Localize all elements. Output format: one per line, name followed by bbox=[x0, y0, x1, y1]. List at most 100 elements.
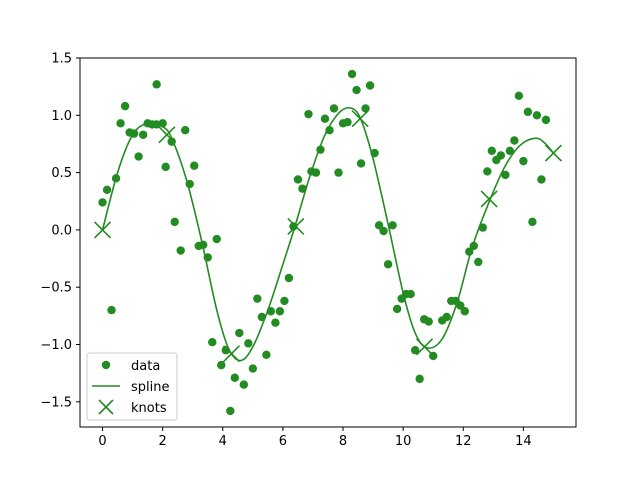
data-point-51 bbox=[325, 125, 334, 135]
data-point-17 bbox=[170, 217, 179, 227]
data-point-80 bbox=[460, 307, 469, 316]
data-point-96 bbox=[532, 111, 542, 120]
data-point-18 bbox=[176, 246, 185, 255]
y-tick-label-4: 0.5 bbox=[51, 166, 72, 181]
x-tick-label-1: 2 bbox=[159, 434, 167, 449]
data-point-5 bbox=[120, 101, 130, 111]
data-point-37 bbox=[262, 350, 271, 360]
knot-marker-0 bbox=[93, 221, 112, 239]
data-point-89 bbox=[501, 170, 510, 180]
data-point-35 bbox=[253, 294, 262, 303]
data-point-69 bbox=[406, 289, 415, 299]
data-point-97 bbox=[537, 175, 546, 184]
y-tick-label-2: −0.5 bbox=[40, 281, 72, 296]
knot-marker-5 bbox=[415, 338, 434, 356]
data-point-90 bbox=[505, 146, 515, 156]
y-tick-label-6: 1.5 bbox=[51, 52, 72, 67]
data-point-52 bbox=[329, 104, 339, 113]
data-point-27 bbox=[217, 360, 226, 370]
knot-stroke-b bbox=[351, 110, 369, 128]
x-tick-label-5: 10 bbox=[395, 434, 412, 449]
plot-area bbox=[93, 69, 563, 416]
data-point-58 bbox=[356, 159, 366, 168]
data-point-15 bbox=[161, 162, 170, 172]
data-point-53 bbox=[334, 168, 343, 177]
data-point-12 bbox=[152, 80, 161, 89]
x-tick-label-2: 4 bbox=[219, 434, 227, 449]
data-point-85 bbox=[483, 167, 492, 176]
knot-stroke-b bbox=[93, 221, 112, 239]
y-tick-label-5: 1.0 bbox=[51, 109, 72, 124]
data-point-56 bbox=[347, 69, 357, 79]
data-point-45 bbox=[298, 184, 307, 193]
data-point-83 bbox=[474, 257, 483, 267]
data-point-9 bbox=[138, 130, 148, 139]
knot-stroke-b bbox=[415, 338, 434, 356]
y-tick-label-3: 0.0 bbox=[51, 223, 72, 238]
legend-knots-label: knots bbox=[131, 401, 167, 416]
knot-stroke-b bbox=[287, 217, 305, 236]
data-point-57 bbox=[352, 85, 361, 95]
legend-data-label: data bbox=[131, 359, 160, 374]
data-point-41 bbox=[280, 296, 289, 306]
data-point-29 bbox=[226, 406, 235, 416]
data-point-44 bbox=[293, 175, 303, 184]
data-point-31 bbox=[235, 328, 244, 338]
data-point-34 bbox=[248, 364, 258, 373]
data-point-70 bbox=[410, 346, 420, 355]
data-point-64 bbox=[383, 260, 393, 269]
data-point-98 bbox=[541, 115, 551, 125]
data-point-91 bbox=[510, 136, 519, 145]
data-point-39 bbox=[271, 318, 280, 327]
axes-frame bbox=[79, 57, 577, 428]
data-point-40 bbox=[275, 307, 285, 316]
data-point-50 bbox=[320, 114, 330, 123]
legend: data spline knots bbox=[86, 352, 178, 421]
data-point-60 bbox=[365, 81, 375, 90]
data-point-94 bbox=[523, 107, 533, 117]
axis-ticks: 0 2 4 6 8 10 12 14 −1.5 −1.0 −0.5 0.0 0.5 1.0 1.5 bbox=[40, 52, 531, 450]
x-tick-label-3: 6 bbox=[279, 434, 287, 449]
y-tick-label-0: −1.5 bbox=[40, 395, 72, 410]
knot-marker-7 bbox=[544, 144, 563, 162]
knot-stroke-b bbox=[480, 190, 498, 208]
knot-marker-2 bbox=[222, 345, 241, 363]
legend-knots-marker bbox=[98, 399, 114, 415]
data-point-65 bbox=[388, 221, 397, 230]
knot-stroke-b bbox=[222, 345, 241, 363]
knot-marker-3 bbox=[287, 217, 305, 236]
data-point-32 bbox=[239, 380, 249, 389]
x-tick-label-7: 14 bbox=[515, 434, 532, 449]
data-point-21 bbox=[190, 161, 199, 170]
data-point-33 bbox=[244, 339, 253, 348]
data-point-4 bbox=[116, 119, 125, 128]
data-point-26 bbox=[212, 234, 221, 244]
data-point-73 bbox=[424, 317, 433, 326]
x-tick-label-0: 0 bbox=[98, 434, 106, 449]
data-point-2 bbox=[107, 305, 116, 315]
data-point-55 bbox=[343, 117, 352, 127]
data-point-8 bbox=[134, 152, 143, 161]
knot-stroke-b bbox=[158, 126, 176, 144]
data-point-93 bbox=[519, 156, 528, 166]
data-point-42 bbox=[284, 273, 294, 283]
data-point-86 bbox=[487, 146, 497, 156]
legend-spline-label: spline bbox=[131, 380, 170, 395]
legend-data-marker bbox=[101, 360, 111, 370]
x-tick-label-6: 12 bbox=[455, 434, 472, 449]
data-point-0 bbox=[98, 198, 107, 207]
data-point-62 bbox=[374, 221, 384, 230]
data-point-63 bbox=[379, 226, 388, 236]
data-point-88 bbox=[496, 151, 506, 160]
spline-line bbox=[101, 106, 555, 362]
knot-marker-6 bbox=[480, 190, 498, 208]
knot-marker-4 bbox=[351, 110, 369, 128]
data-point-92 bbox=[514, 91, 524, 101]
data-point-19 bbox=[181, 125, 190, 135]
data-point-79 bbox=[456, 301, 465, 310]
y-tick-label-1: −1.0 bbox=[40, 338, 72, 353]
data-point-95 bbox=[528, 217, 537, 227]
x-tick-label-4: 8 bbox=[339, 434, 347, 449]
data-point-46 bbox=[304, 109, 313, 119]
